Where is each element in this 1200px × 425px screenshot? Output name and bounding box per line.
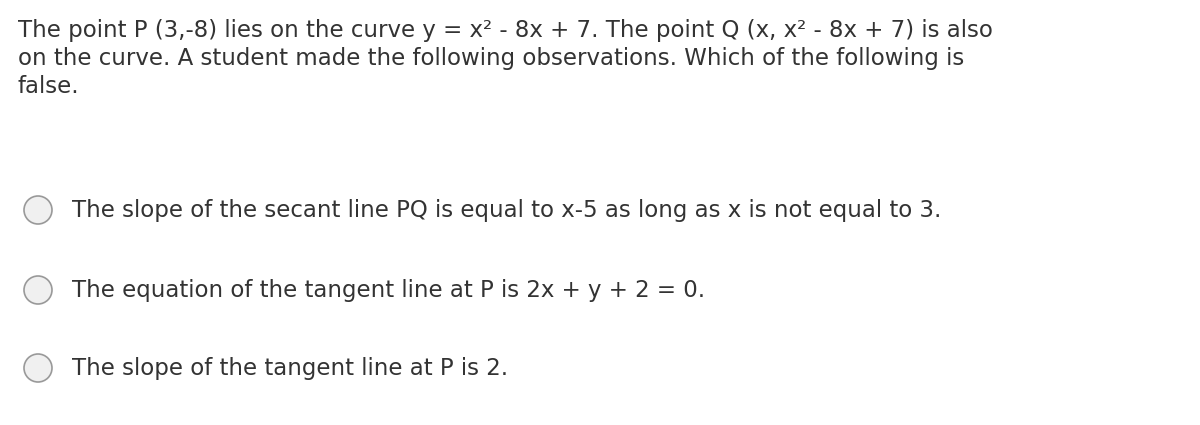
Text: The slope of the secant line PQ is equal to x-5 as long as x is not equal to 3.: The slope of the secant line PQ is equal… (72, 198, 941, 221)
Circle shape (24, 276, 52, 304)
Circle shape (24, 196, 52, 224)
Text: The equation of the tangent line at P is 2x + y + 2 = 0.: The equation of the tangent line at P is… (72, 278, 706, 301)
Text: The slope of the tangent line at P is 2.: The slope of the tangent line at P is 2. (72, 357, 508, 380)
Text: false.: false. (18, 75, 79, 98)
Circle shape (24, 354, 52, 382)
Text: The point P (3,-8) lies on the curve y = x² - 8x + 7. The point Q (x, x² - 8x + : The point P (3,-8) lies on the curve y =… (18, 19, 992, 42)
Text: on the curve. A student made the following observations. Which of the following : on the curve. A student made the followi… (18, 47, 965, 70)
